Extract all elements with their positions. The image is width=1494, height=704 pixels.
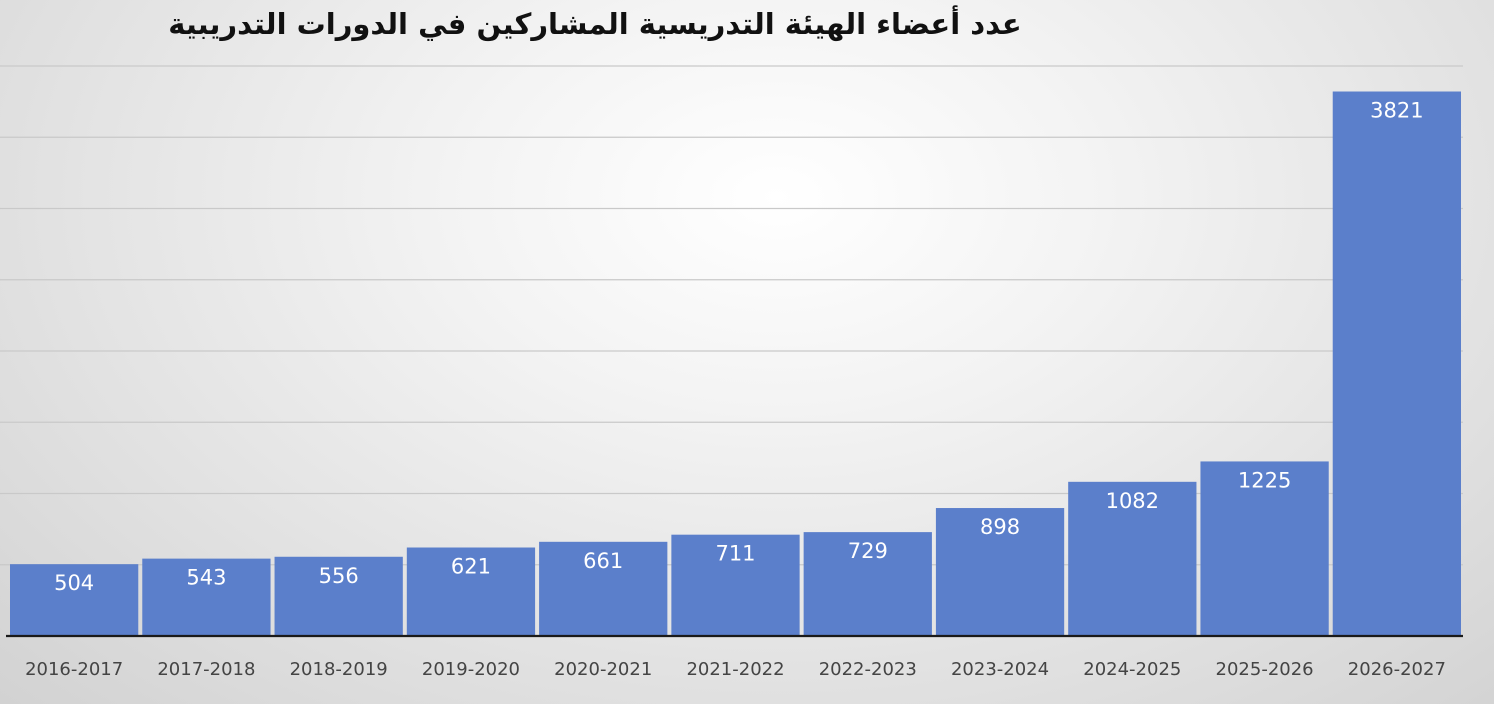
bar [1200,461,1329,636]
data-label: 543 [186,566,226,590]
data-label: 556 [319,564,359,588]
x-tick-label: 2017-2018 [157,659,255,680]
bar [274,556,403,636]
bar [803,532,932,636]
category-labels: 2016-2017 2017-2018 2018-2019 2019-2020 2020… [25,659,1446,680]
data-label: 621 [451,555,491,579]
data-label: 3821 [1370,99,1423,123]
data-label: 1225 [1238,468,1291,492]
x-tick-label: 2025-2026 [1216,659,1314,680]
data-labels: 504 543 556 621 661 711 729 898 1082 1225 3821 [54,99,1424,596]
bar [406,547,536,636]
bar [10,564,139,636]
data-label: 729 [848,539,888,563]
data-label: 898 [980,515,1020,539]
data-label: 504 [54,571,94,595]
bars [10,91,1461,636]
x-tick-label: 2021-2022 [686,659,784,680]
x-tick-label: 2023-2024 [951,659,1049,680]
bar [1068,481,1197,636]
bar [671,534,800,636]
x-tick-label: 2018-2019 [290,659,388,680]
x-tick-label: 2016-2017 [25,659,123,680]
x-tick-label: 2024-2025 [1083,659,1181,680]
bar [142,558,271,636]
x-tick-label: 2020-2021 [554,659,652,680]
x-tick-label: 2019-2020 [422,659,520,680]
data-label: 711 [715,542,755,566]
data-label: 661 [583,549,623,573]
bar [539,541,668,636]
chart-title: عدد أعضاء الهيئة التدريسية المشاركين في … [168,7,1022,41]
x-tick-label: 2026-2027 [1348,659,1446,680]
x-tick-label: 2022-2023 [819,659,917,680]
data-label: 1082 [1106,489,1159,513]
bar [935,508,1065,636]
bar [1332,91,1461,636]
